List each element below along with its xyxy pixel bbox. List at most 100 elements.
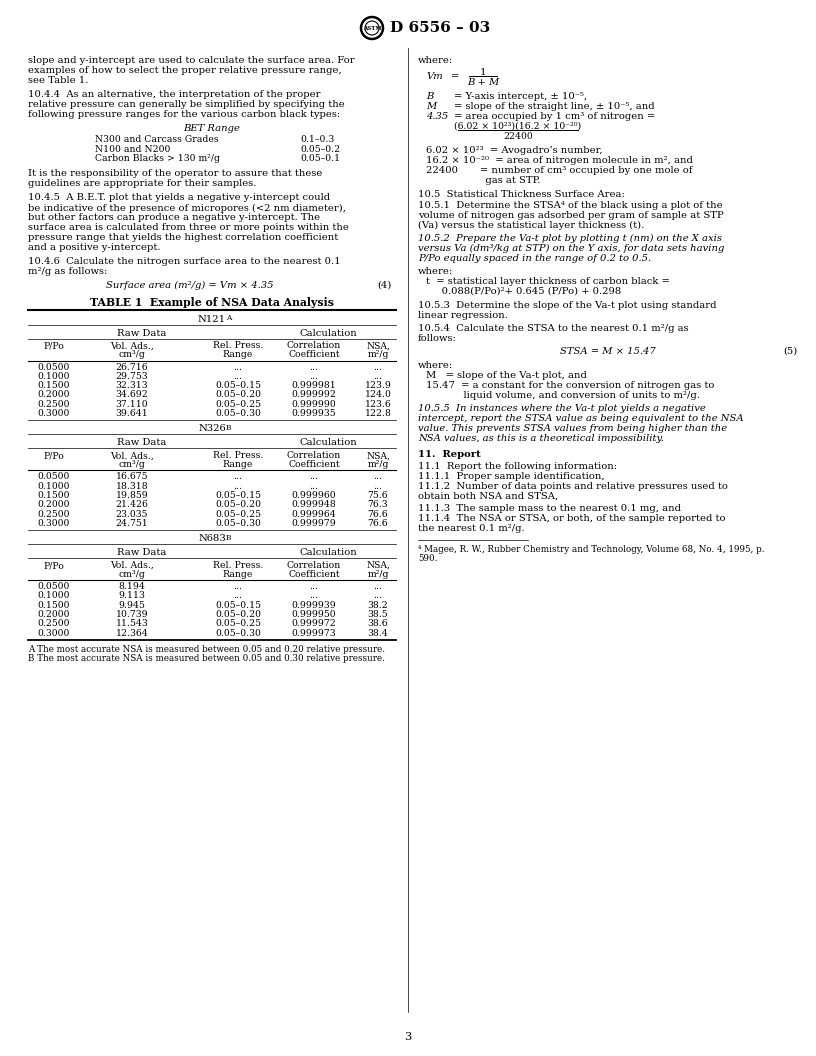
Text: ...: ... bbox=[374, 472, 383, 482]
Text: gas at STP.: gas at STP. bbox=[426, 176, 540, 185]
Text: 10.5.1  Determine the STSA⁴ of the black using a plot of the: 10.5.1 Determine the STSA⁴ of the black … bbox=[418, 201, 723, 210]
Text: B: B bbox=[226, 534, 232, 542]
Text: A: A bbox=[226, 315, 232, 322]
Text: Carbon Blacks > 130 m²/g: Carbon Blacks > 130 m²/g bbox=[95, 154, 220, 163]
Text: (Va) versus the statistical layer thickness (t).: (Va) versus the statistical layer thickn… bbox=[418, 221, 645, 230]
Text: Rel. Press.: Rel. Press. bbox=[213, 451, 264, 460]
Text: 0.088(P/Po)²+ 0.645 (P/Po) + 0.298: 0.088(P/Po)²+ 0.645 (P/Po) + 0.298 bbox=[426, 287, 621, 296]
Text: B + M: B + M bbox=[467, 78, 499, 87]
Text: 0.999992: 0.999992 bbox=[291, 391, 336, 399]
Text: 122.8: 122.8 bbox=[365, 409, 392, 418]
Text: m²/g as follows:: m²/g as follows: bbox=[28, 267, 108, 277]
Text: 0.1500: 0.1500 bbox=[38, 601, 70, 609]
Text: 10.5.5  In instances where the Va-t plot yields a negative: 10.5.5 In instances where the Va-t plot … bbox=[418, 404, 706, 413]
Text: 0.999964: 0.999964 bbox=[291, 509, 336, 518]
Text: 11.1.4  The NSA or STSA, or both, of the sample reported to: 11.1.4 The NSA or STSA, or both, of the … bbox=[418, 514, 725, 523]
Text: slope and y-intercept are used to calculate the surface area. For: slope and y-intercept are used to calcul… bbox=[28, 56, 355, 65]
Text: examples of how to select the proper relative pressure range,: examples of how to select the proper rel… bbox=[28, 65, 342, 75]
Text: 0.05–0.30: 0.05–0.30 bbox=[215, 518, 261, 528]
Text: where:: where: bbox=[418, 56, 453, 65]
Text: 4.35: 4.35 bbox=[426, 112, 448, 121]
Text: 0.0500: 0.0500 bbox=[38, 362, 70, 372]
Text: N300 and Carcass Grades: N300 and Carcass Grades bbox=[95, 135, 219, 144]
Text: 123.6: 123.6 bbox=[365, 400, 392, 409]
Text: 11.543: 11.543 bbox=[116, 619, 149, 628]
Text: =: = bbox=[451, 72, 459, 81]
Text: 39.641: 39.641 bbox=[116, 409, 149, 418]
Text: 38.2: 38.2 bbox=[368, 601, 388, 609]
Text: 0.05–0.20: 0.05–0.20 bbox=[215, 501, 261, 509]
Text: 0.05–0.25: 0.05–0.25 bbox=[215, 400, 261, 409]
Text: P/Po: P/Po bbox=[43, 341, 64, 351]
Text: 18.318: 18.318 bbox=[116, 482, 149, 491]
Text: 21.426: 21.426 bbox=[116, 501, 149, 509]
Text: P/Po: P/Po bbox=[43, 561, 64, 570]
Text: Range: Range bbox=[223, 459, 253, 469]
Text: 0.999948: 0.999948 bbox=[291, 501, 336, 509]
Text: and a positive y-intercept.: and a positive y-intercept. bbox=[28, 244, 161, 252]
Text: 0.999935: 0.999935 bbox=[291, 409, 336, 418]
Text: 0.05–0.20: 0.05–0.20 bbox=[215, 391, 261, 399]
Text: following pressure ranges for the various carbon black types:: following pressure ranges for the variou… bbox=[28, 110, 340, 119]
Text: N100 and N200: N100 and N200 bbox=[95, 145, 171, 153]
Text: N326: N326 bbox=[198, 425, 226, 433]
Text: guidelines are appropriate for their samples.: guidelines are appropriate for their sam… bbox=[28, 180, 256, 189]
Text: NSA,: NSA, bbox=[366, 561, 390, 570]
Text: Range: Range bbox=[223, 350, 253, 359]
Text: Vol. Ads.,: Vol. Ads., bbox=[110, 341, 154, 351]
Text: ...: ... bbox=[309, 472, 318, 482]
Text: 38.6: 38.6 bbox=[368, 619, 388, 628]
Text: 10.5.4  Calculate the STSA to the nearest 0.1 m²/g as: 10.5.4 Calculate the STSA to the nearest… bbox=[418, 324, 689, 333]
Text: B The most accurate NSA is measured between 0.05 and 0.30 relative pressure.: B The most accurate NSA is measured betw… bbox=[28, 654, 385, 663]
Text: intercept, report the STSA value as being equivalent to the NSA: intercept, report the STSA value as bein… bbox=[418, 414, 743, 423]
Text: 0.999973: 0.999973 bbox=[291, 628, 336, 638]
Text: 0.2500: 0.2500 bbox=[38, 619, 70, 628]
Text: 3: 3 bbox=[405, 1032, 411, 1042]
Text: 0.999990: 0.999990 bbox=[291, 400, 336, 409]
Text: obtain both NSA and STSA,: obtain both NSA and STSA, bbox=[418, 492, 558, 501]
Text: 0.999979: 0.999979 bbox=[291, 518, 336, 528]
Text: 76.6: 76.6 bbox=[368, 518, 388, 528]
Text: STSA = M × 15.47: STSA = M × 15.47 bbox=[560, 347, 656, 356]
Text: ...: ... bbox=[309, 582, 318, 591]
Text: = slope of the straight line, ± 10⁻⁵, and: = slope of the straight line, ± 10⁻⁵, an… bbox=[454, 102, 654, 111]
Text: Calculation: Calculation bbox=[299, 328, 357, 338]
Text: the nearest 0.1 m²/g.: the nearest 0.1 m²/g. bbox=[418, 524, 525, 533]
Text: 0.999972: 0.999972 bbox=[291, 619, 336, 628]
Text: ...: ... bbox=[233, 591, 242, 601]
Text: A The most accurate NSA is measured between 0.05 and 0.20 relative pressure.: A The most accurate NSA is measured betw… bbox=[28, 645, 385, 654]
Text: ...: ... bbox=[233, 482, 242, 491]
Text: 32.313: 32.313 bbox=[116, 381, 149, 390]
Text: 0.3000: 0.3000 bbox=[38, 409, 70, 418]
Text: 10.5.3  Determine the slope of the Va-t plot using standard: 10.5.3 Determine the slope of the Va-t p… bbox=[418, 301, 716, 310]
Text: Calculation: Calculation bbox=[299, 438, 357, 448]
Text: pressure range that yields the highest correlation coefficient: pressure range that yields the highest c… bbox=[28, 233, 339, 243]
Text: B: B bbox=[426, 92, 433, 101]
Text: Correlation: Correlation bbox=[287, 341, 341, 351]
Text: cm³/g: cm³/g bbox=[118, 459, 145, 469]
Text: 11.1.1  Proper sample identification,: 11.1.1 Proper sample identification, bbox=[418, 472, 605, 480]
Text: Coefficient: Coefficient bbox=[288, 459, 339, 469]
Text: 10.739: 10.739 bbox=[116, 610, 149, 619]
Text: 15.47  = a constant for the conversion of nitrogen gas to: 15.47 = a constant for the conversion of… bbox=[426, 381, 714, 390]
Text: Coefficient: Coefficient bbox=[288, 350, 339, 359]
Text: 10.5.2  Prepare the Va-t plot by plotting t (nm) on the X axis: 10.5.2 Prepare the Va-t plot by plotting… bbox=[418, 234, 722, 243]
Text: TABLE 1  Example of NSA Data Analysis: TABLE 1 Example of NSA Data Analysis bbox=[90, 297, 334, 307]
Text: 0.0500: 0.0500 bbox=[38, 582, 70, 591]
Text: 37.110: 37.110 bbox=[116, 400, 149, 409]
Text: 22400       = number of cm³ occupied by one mole of: 22400 = number of cm³ occupied by one mo… bbox=[426, 166, 693, 175]
Text: 0.05–0.15: 0.05–0.15 bbox=[215, 601, 261, 609]
Text: Calculation: Calculation bbox=[299, 548, 357, 558]
Text: Surface area (m²/g) = Vm × 4.35: Surface area (m²/g) = Vm × 4.35 bbox=[106, 281, 273, 289]
Text: 0.999950: 0.999950 bbox=[291, 610, 336, 619]
Text: ...: ... bbox=[309, 591, 318, 601]
Text: 0.2000: 0.2000 bbox=[38, 610, 70, 619]
Text: 10.5  Statistical Thickness Surface Area:: 10.5 Statistical Thickness Surface Area: bbox=[418, 190, 625, 199]
Text: 10.4.4  As an alternative, the interpretation of the proper: 10.4.4 As an alternative, the interpreta… bbox=[28, 90, 321, 99]
Text: ...: ... bbox=[309, 482, 318, 491]
Text: 0.1000: 0.1000 bbox=[38, 372, 70, 381]
Text: 11.1.2  Number of data points and relative pressures used to: 11.1.2 Number of data points and relativ… bbox=[418, 482, 728, 491]
Text: volume of nitrogen gas adsorbed per gram of sample at STP: volume of nitrogen gas adsorbed per gram… bbox=[418, 211, 724, 220]
Text: relative pressure can generally be simplified by specifying the: relative pressure can generally be simpl… bbox=[28, 100, 344, 109]
Text: 26.716: 26.716 bbox=[116, 362, 149, 372]
